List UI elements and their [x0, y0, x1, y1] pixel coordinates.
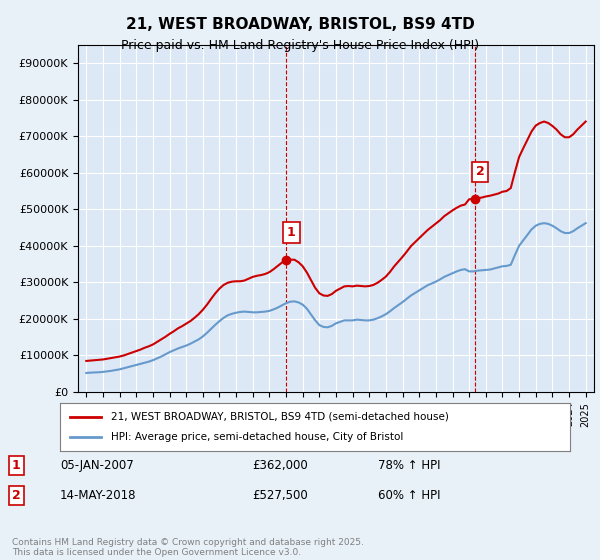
Text: 14-MAY-2018: 14-MAY-2018 — [60, 489, 137, 502]
Text: 1: 1 — [12, 459, 21, 472]
Text: Contains HM Land Registry data © Crown copyright and database right 2025.
This d: Contains HM Land Registry data © Crown c… — [12, 538, 364, 557]
Text: 21, WEST BROADWAY, BRISTOL, BS9 4TD: 21, WEST BROADWAY, BRISTOL, BS9 4TD — [125, 17, 475, 32]
Text: £362,000: £362,000 — [252, 459, 308, 472]
Text: 60% ↑ HPI: 60% ↑ HPI — [378, 489, 440, 502]
Text: £527,500: £527,500 — [252, 489, 308, 502]
Text: Price paid vs. HM Land Registry's House Price Index (HPI): Price paid vs. HM Land Registry's House … — [121, 39, 479, 52]
Text: 2: 2 — [476, 165, 485, 178]
Text: 78% ↑ HPI: 78% ↑ HPI — [378, 459, 440, 472]
Text: 1: 1 — [287, 226, 296, 239]
Text: 21, WEST BROADWAY, BRISTOL, BS9 4TD (semi-detached house): 21, WEST BROADWAY, BRISTOL, BS9 4TD (sem… — [111, 412, 449, 422]
Text: 2: 2 — [12, 489, 21, 502]
Text: 05-JAN-2007: 05-JAN-2007 — [60, 459, 134, 472]
Text: HPI: Average price, semi-detached house, City of Bristol: HPI: Average price, semi-detached house,… — [111, 432, 403, 442]
